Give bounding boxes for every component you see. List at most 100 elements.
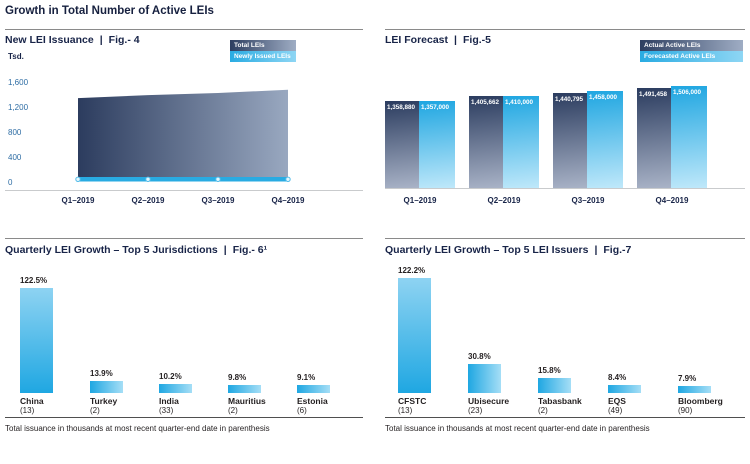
bar-Mauritius — [228, 384, 261, 393]
divider — [385, 238, 745, 239]
fig7-title: Quarterly LEI Growth – Top 5 LEI Issuers… — [385, 244, 631, 256]
fig6-title: Quarterly LEI Growth – Top 5 Jurisdictio… — [5, 244, 267, 256]
bar-count-label: (2) — [538, 406, 548, 415]
bar-count-label: (33) — [159, 406, 174, 415]
bar-category-label: India — [159, 396, 179, 406]
bar-category-label: Bloomberg — [678, 396, 723, 406]
marker-newly-issued — [145, 176, 151, 183]
title-divider: | — [99, 34, 103, 46]
fig5-xlabel: Q2–2019 — [487, 196, 521, 205]
area-total-leis — [78, 89, 288, 181]
bar-value-label: 1,358,880 — [387, 103, 416, 111]
bar-count-label: (13) — [398, 406, 413, 415]
legend-newly-issued-leis: Newly Issued LEIs — [230, 51, 296, 62]
bar-category-label: CFSTC — [398, 396, 427, 406]
fig5-xlabel: Q4–2019 — [655, 196, 689, 205]
bar-category-label: Turkey — [90, 396, 118, 406]
bar-count-label: (6) — [297, 406, 307, 415]
title-divider: | — [594, 244, 598, 256]
fig5-title-text: LEI Forecast — [385, 34, 449, 46]
bar-value-label: 1,440,795 — [555, 95, 584, 103]
bar-Tabasbank — [538, 378, 571, 393]
fig4-y-axis-unit: Tsd. — [8, 52, 24, 61]
legend-actual-active-leis: Actual Active LEIs — [640, 40, 743, 51]
bar-count-label: (2) — [90, 406, 100, 415]
bar-category-label: Tabasbank — [538, 396, 582, 406]
fig4-ytick: 1,600 — [8, 78, 29, 87]
bar-forecast-Q2–2019: 1,410,000 — [503, 95, 539, 188]
bar-category-label: China — [20, 396, 44, 406]
fig4-xlabel: Q4–2019 — [271, 196, 305, 205]
bar-category-label: Mauritius — [228, 396, 266, 406]
bar-value-label: 1,458,000 — [589, 93, 618, 101]
marker-newly-issued — [285, 176, 291, 183]
fig4-x-axis — [5, 190, 363, 191]
bar-pct-label: 8.4% — [608, 373, 627, 383]
fig4-xlabel: Q2–2019 — [131, 196, 165, 205]
bar-forecast-Q1–2019: 1,357,000 — [419, 101, 455, 188]
bar-value-label: 1,405,662 — [471, 99, 500, 107]
bar-forecast-Q4–2019: 1,506,000 — [671, 86, 707, 188]
bar-pct-label: 122.5% — [20, 276, 48, 286]
divider — [385, 29, 745, 30]
marker-newly-issued — [215, 176, 221, 183]
bar-pct-label: 122.2% — [398, 266, 426, 276]
legend-total-leis: Total LEIs — [230, 40, 296, 51]
bar-value-label: 1,506,000 — [673, 89, 702, 97]
title-divider: | — [454, 34, 457, 46]
fig4-ytick: 1,200 — [8, 103, 29, 112]
bar-pct-label: 9.8% — [228, 372, 247, 382]
bar-Bloomberg — [678, 385, 711, 393]
divider — [385, 417, 745, 418]
bar-count-label: (13) — [20, 406, 35, 415]
bar-value-label: 1,491,458 — [639, 90, 668, 98]
bar-China — [20, 288, 53, 393]
bar-actual-Q4–2019: 1,491,458 — [637, 87, 671, 188]
divider — [5, 29, 363, 30]
bar-actual-Q2–2019: 1,405,662 — [469, 96, 503, 188]
fig6-fig-label: Fig.- 6¹ — [232, 244, 268, 256]
bar-category-label: Estonia — [297, 396, 328, 406]
fig4-title-text: New LEI Issuance — [5, 34, 94, 46]
bar-actual-Q3–2019: 1,440,795 — [553, 92, 587, 188]
bar-forecast-Q3–2019: 1,458,000 — [587, 90, 623, 188]
divider — [5, 238, 363, 239]
fig4-fig-label: Fig.- 4 — [108, 34, 140, 46]
divider — [5, 417, 363, 418]
bar-category-label: EQS — [608, 396, 626, 406]
fig4-xlabel: Q3–2019 — [201, 196, 235, 205]
fig6-footnote: Total issuance in thousands at most rece… — [5, 424, 270, 433]
bar-pct-label: 7.9% — [678, 373, 697, 383]
fig4-ytick: 0 — [8, 178, 13, 187]
bar-pct-label: 30.8% — [468, 352, 491, 362]
fig5-xlabel: Q1–2019 — [403, 196, 437, 205]
bar-CFSTC — [398, 278, 431, 393]
fig5-title: LEI Forecast | Fig.-5 — [385, 34, 491, 46]
fig4-ytick: 800 — [8, 128, 22, 137]
fig4-title: New LEI Issuance | Fig.- 4 — [5, 34, 140, 46]
fig5-fig-label: Fig.-5 — [462, 34, 491, 46]
page-title: Growth in Total Number of Active LEIs — [5, 5, 214, 17]
bar-pct-label: 13.9% — [90, 369, 113, 379]
fig7-footnote: Total issuance in thousands at most rece… — [385, 424, 650, 433]
bar-India — [159, 384, 192, 393]
bar-value-label: 1,357,000 — [421, 104, 450, 111]
bar-count-label: (49) — [608, 406, 623, 415]
bar-pct-label: 15.8% — [538, 366, 561, 376]
fig6-title-text: Quarterly LEI Growth – Top 5 Jurisdictio… — [5, 244, 218, 256]
bar-Ubisecure — [468, 364, 501, 393]
bar-count-label: (2) — [228, 406, 238, 415]
fig7-title-text: Quarterly LEI Growth – Top 5 LEI Issuers — [385, 244, 589, 256]
fig4-ytick: 400 — [8, 153, 22, 162]
fig5-x-axis — [385, 188, 745, 189]
bar-pct-label: 9.1% — [297, 373, 316, 383]
title-divider: | — [223, 244, 227, 256]
fig5-xlabel: Q3–2019 — [571, 196, 605, 205]
marker-newly-issued — [75, 176, 81, 183]
bar-count-label: (23) — [468, 406, 483, 415]
fig4-xlabel: Q1–2019 — [61, 196, 95, 205]
bar-category-label: Ubisecure — [468, 396, 510, 406]
bar-value-label: 1,410,000 — [505, 98, 534, 106]
bar-EQS — [608, 385, 641, 393]
